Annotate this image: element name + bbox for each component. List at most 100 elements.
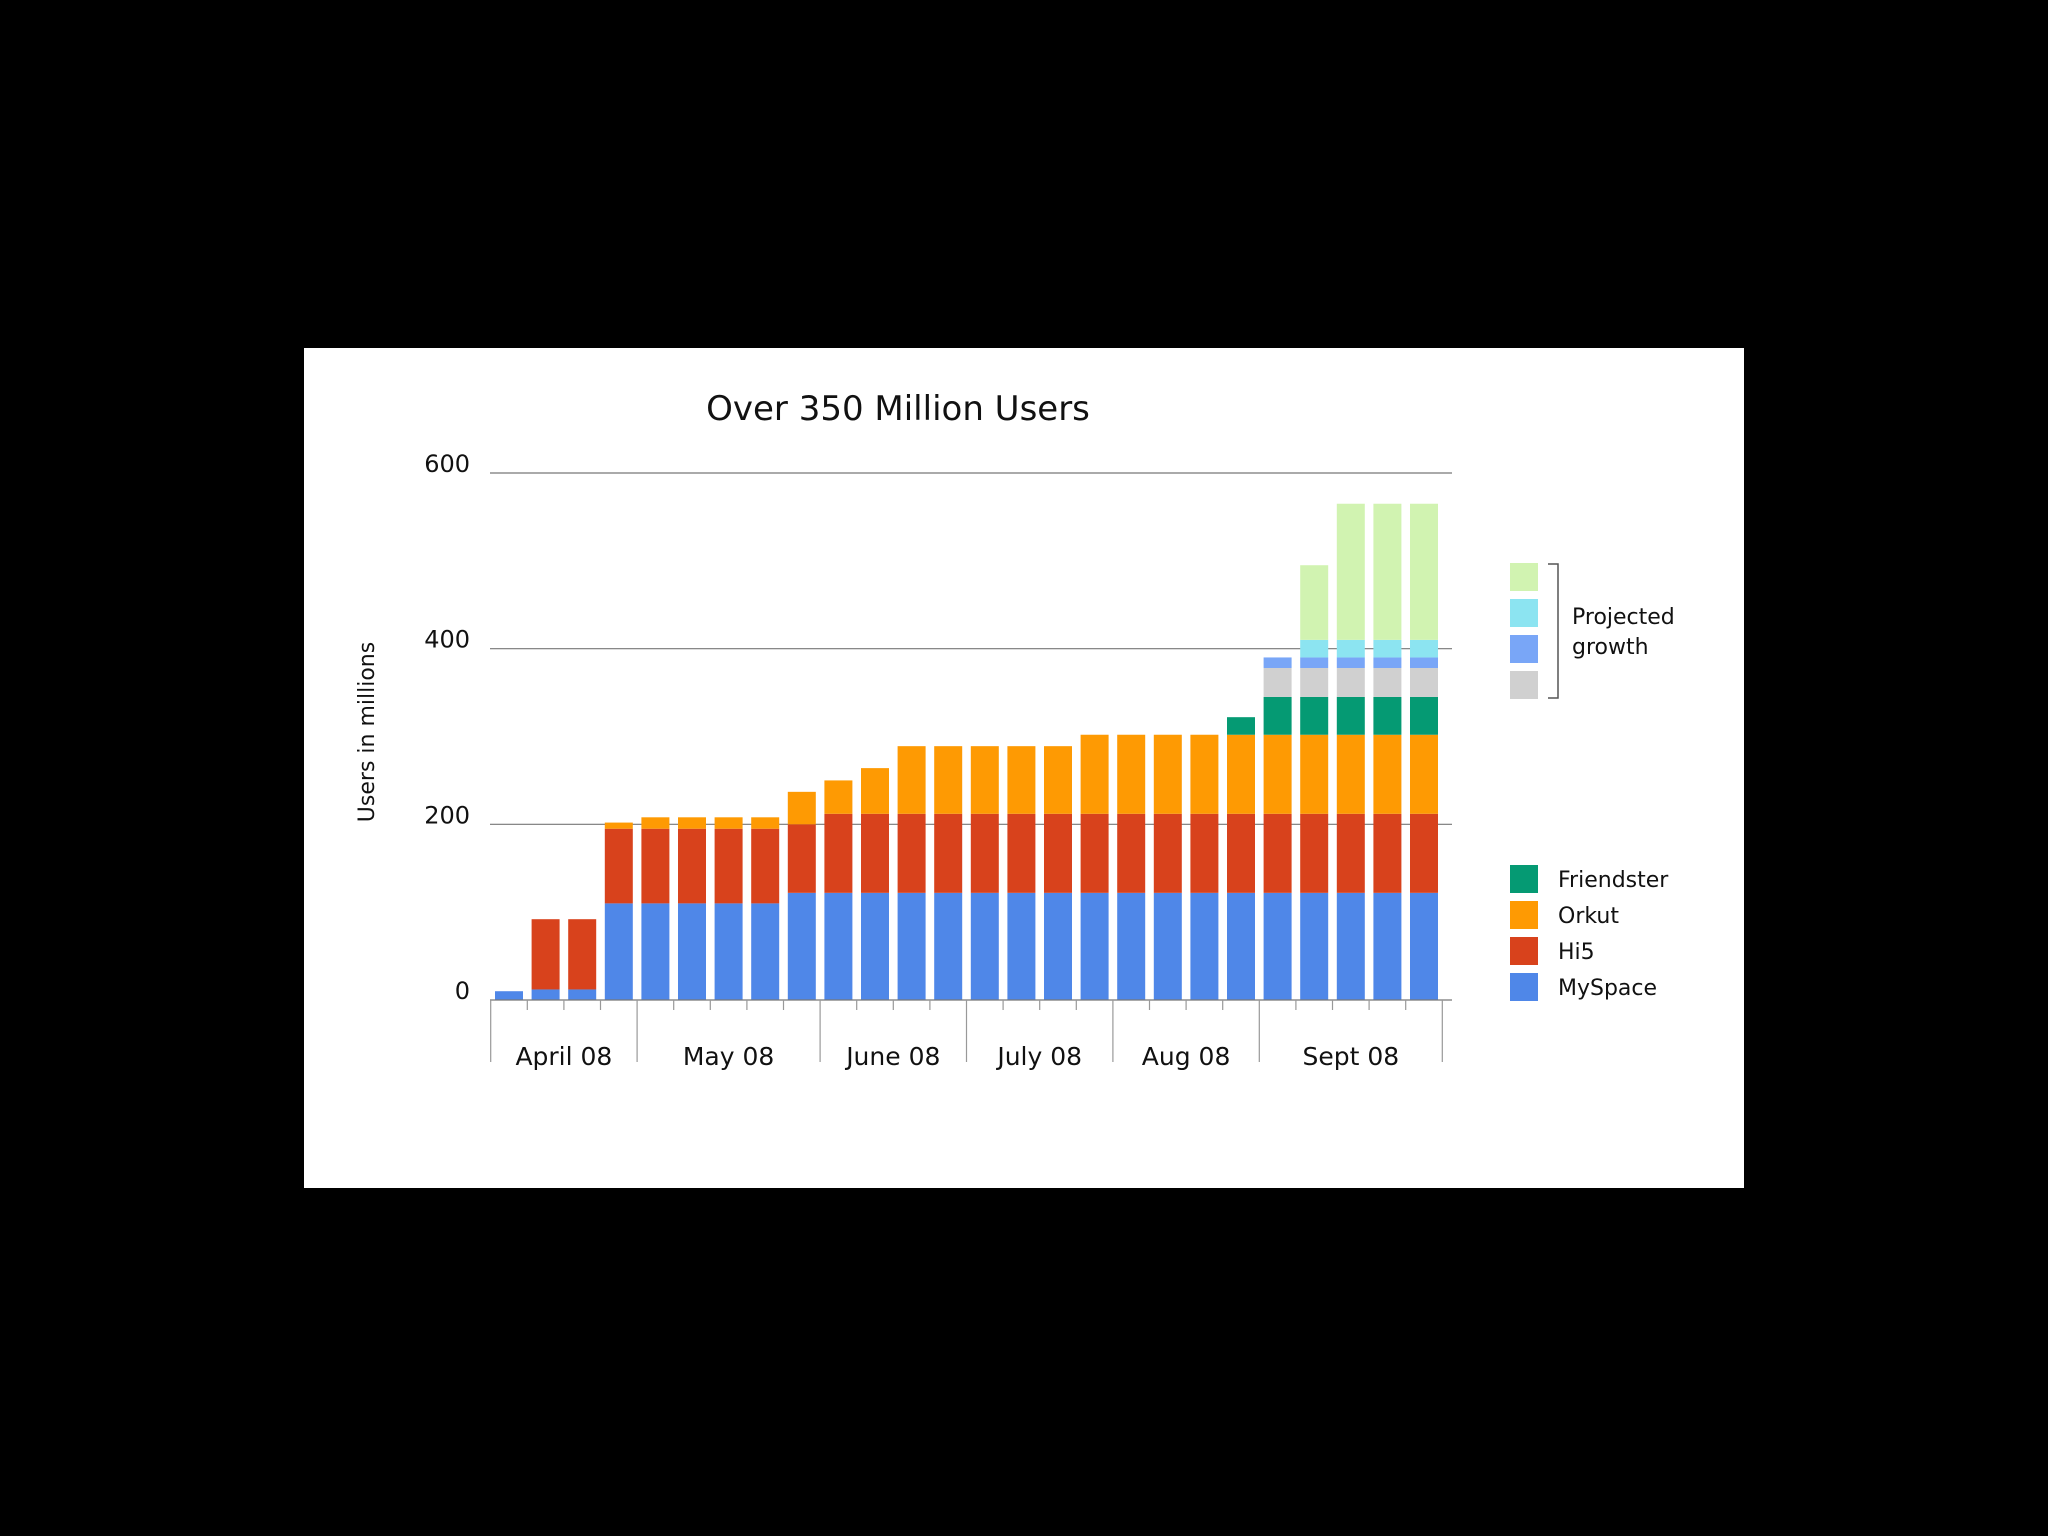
- bar-Apr-3-hi5: [568, 919, 597, 990]
- bar-Jun-1-orkut: [824, 780, 853, 814]
- bar-Jun-3-orkut: [897, 746, 926, 814]
- bar-Aug-1-myspace: [1117, 892, 1146, 1000]
- bar-Sep-3-orkut: [1336, 734, 1365, 814]
- bar-Jul-1-hi5: [970, 813, 999, 893]
- bar-Sep-2-projected-growth-cyan-: [1300, 639, 1329, 658]
- y-tick-label-200: 200: [424, 801, 470, 829]
- chart-title: Over 350 Million Users: [706, 389, 1090, 429]
- bar-Sep-5-projected-growth-blue-: [1410, 657, 1438, 668]
- bar-Sep-2-orkut: [1300, 734, 1329, 814]
- bar-Sep-1-projected-growth-blue-: [1263, 657, 1292, 668]
- bar-Jul-4-myspace: [1080, 892, 1109, 1000]
- bar-Aug-3-orkut: [1190, 734, 1219, 814]
- bar-Jun-4-orkut: [934, 746, 963, 814]
- bar-May-2-myspace: [678, 903, 706, 1000]
- x-month-label-5: Sept 08: [1302, 1042, 1399, 1071]
- bar-Jul-3-myspace: [1044, 892, 1072, 1000]
- x-month-label-3: July 08: [995, 1042, 1082, 1071]
- bar-May-1-orkut: [641, 817, 670, 829]
- bar-May-2-orkut: [678, 817, 706, 829]
- bar-Sep-4-hi5: [1373, 813, 1402, 893]
- x-month-label-1: May 08: [683, 1042, 774, 1071]
- bar-May-3-myspace: [714, 903, 743, 1000]
- bar-May-4-myspace: [751, 903, 780, 1000]
- bar-Sep-1-projected-growth-gray-: [1263, 667, 1292, 697]
- y-tick-label-600: 600: [424, 450, 470, 478]
- legend-label-myspace: MySpace: [1558, 976, 1657, 1001]
- bar-Jun-1-hi5: [824, 813, 853, 893]
- bar-Sep-4-projected-growth-light-green-: [1373, 503, 1402, 640]
- bar-Jul-4-hi5: [1080, 813, 1109, 893]
- bar-Aug-4-myspace: [1227, 892, 1255, 1000]
- bar-Aug-2-hi5: [1153, 813, 1182, 893]
- legend-label-hi5: Hi5: [1558, 940, 1595, 965]
- y-axis-label: Users in millions: [355, 642, 380, 822]
- bar-Aug-4-friendster: [1227, 717, 1255, 735]
- bar-Jul-2-hi5: [1007, 813, 1036, 893]
- bar-Sep-2-friendster: [1300, 696, 1329, 735]
- bar-Jun-3-hi5: [897, 813, 926, 893]
- bar-Sep-4-projected-growth-blue-: [1373, 657, 1402, 668]
- bar-May-3-orkut: [714, 817, 743, 829]
- bar-Apr-1-myspace: [495, 991, 523, 1000]
- bar-May-2-hi5: [678, 828, 706, 904]
- bar-Sep-3-projected-growth-light-green-: [1336, 503, 1365, 640]
- legend-projected-group: [1510, 563, 1559, 699]
- bar-Sep-3-hi5: [1336, 813, 1365, 893]
- bar-Aug-4-orkut: [1227, 734, 1255, 814]
- bar-Apr-4-orkut: [604, 822, 633, 829]
- bar-Apr-2-myspace: [531, 989, 560, 1000]
- bar-Sep-5-orkut: [1410, 734, 1438, 814]
- bar-May-3-hi5: [714, 828, 743, 904]
- legend-projected-swatch-0: [1510, 563, 1538, 591]
- bar-Sep-4-friendster: [1373, 696, 1402, 735]
- bar-Apr-2-hi5: [531, 919, 560, 990]
- bar-Sep-4-orkut: [1373, 734, 1402, 814]
- bar-Sep-2-projected-growth-gray-: [1300, 667, 1329, 697]
- x-month-label-2: June 08: [844, 1042, 940, 1071]
- bar-Jun-4-hi5: [934, 813, 963, 893]
- bar-May-4-hi5: [751, 828, 780, 904]
- y-tick-label-0: 0: [455, 977, 470, 1005]
- legend-projected-swatch-3: [1510, 671, 1538, 699]
- bars: [495, 503, 1438, 1000]
- bar-Apr-3-myspace: [568, 989, 597, 1000]
- bar-Sep-5-hi5: [1410, 813, 1438, 893]
- bar-Jul-3-hi5: [1044, 813, 1072, 893]
- bar-Sep-2-myspace: [1300, 892, 1329, 1000]
- legend-projected-bracket: [1548, 563, 1559, 699]
- bar-Jun-1-myspace: [824, 892, 853, 1000]
- bar-Sep-5-myspace: [1410, 892, 1438, 1000]
- x-axis: April 08 May 08 June 08 July 08 Aug 08 Sept 0…: [490, 999, 1452, 1071]
- bar-Sep-3-projected-growth-cyan-: [1336, 639, 1365, 658]
- bar-Apr-4-myspace: [604, 903, 633, 1000]
- bar-Apr-4-hi5: [604, 828, 633, 904]
- bar-Jun-3-myspace: [897, 892, 926, 1000]
- bar-Sep-5-projected-growth-light-green-: [1410, 503, 1438, 640]
- bar-Sep-3-projected-growth-blue-: [1336, 657, 1365, 668]
- legend-label-orkut: Orkut: [1558, 904, 1619, 929]
- bar-Aug-2-myspace: [1153, 892, 1182, 1000]
- bar-May-5-hi5: [787, 824, 816, 893]
- bar-Jun-2-myspace: [861, 892, 889, 1000]
- bar-Aug-2-orkut: [1153, 734, 1182, 814]
- bar-Jun-4-myspace: [934, 892, 963, 1000]
- bar-Aug-3-myspace: [1190, 892, 1219, 1000]
- bar-Sep-5-projected-growth-gray-: [1410, 667, 1438, 697]
- bar-Sep-5-friendster: [1410, 696, 1438, 735]
- bar-Aug-1-orkut: [1117, 734, 1146, 814]
- legend-items: Friendster Orkut Hi5 MySpace: [1510, 865, 1669, 1001]
- bar-Sep-4-projected-growth-cyan-: [1373, 639, 1402, 658]
- bar-Sep-3-myspace: [1336, 892, 1365, 1000]
- legend-swatch-myspace: [1510, 973, 1538, 1001]
- bar-Sep-1-friendster: [1263, 696, 1292, 735]
- bar-May-5-myspace: [787, 892, 816, 1000]
- bar-Sep-4-projected-growth-gray-: [1373, 667, 1402, 697]
- bar-Sep-4-myspace: [1373, 892, 1402, 1000]
- x-month-label-4: Aug 08: [1142, 1042, 1231, 1071]
- bar-Jun-2-hi5: [861, 813, 889, 893]
- bar-Jul-2-myspace: [1007, 892, 1036, 1000]
- bar-Sep-1-orkut: [1263, 734, 1292, 814]
